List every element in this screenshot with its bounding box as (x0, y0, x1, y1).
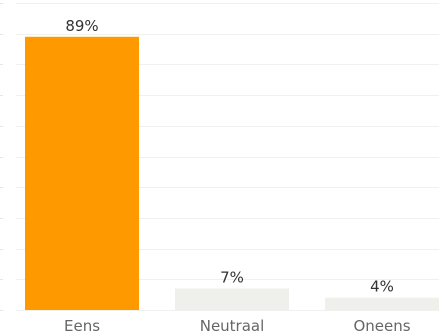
bar-neutraal[interactable] (175, 288, 289, 310)
data-label-oneens: 4% (370, 278, 394, 296)
bars (25, 36, 439, 311)
category-label-neutraal: Neutraal (200, 317, 265, 335)
bar-oneens[interactable] (325, 297, 439, 310)
data-label-neutraal: 7% (220, 269, 244, 287)
data-label-eens: 89% (65, 17, 98, 35)
bar-eens[interactable] (25, 36, 139, 311)
category-labels: Eens Neutraal Oneens (64, 317, 411, 335)
category-label-oneens: Oneens (353, 317, 410, 335)
category-label-eens: Eens (64, 317, 100, 335)
data-labels: 89% 7% 4% (65, 17, 394, 296)
